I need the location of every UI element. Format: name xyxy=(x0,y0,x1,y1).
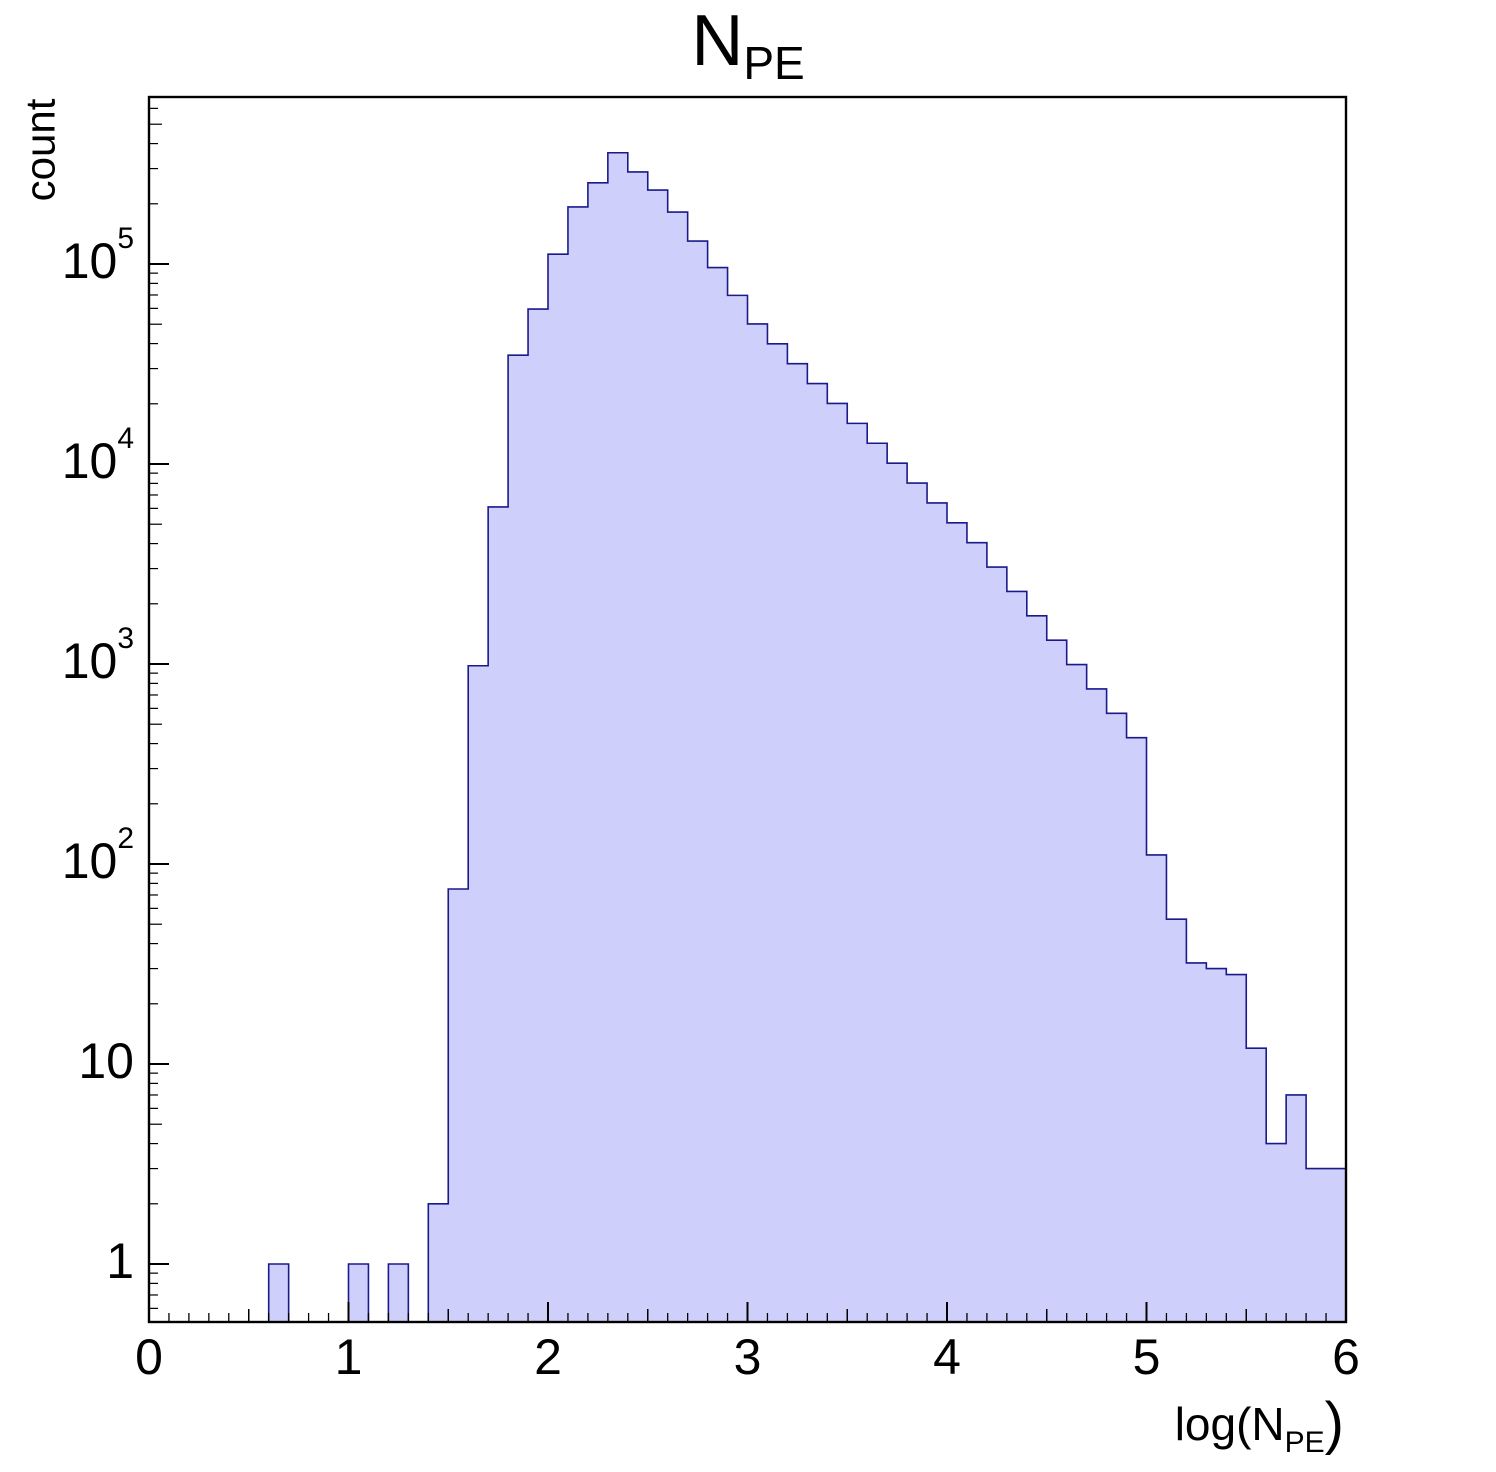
svg-text:6: 6 xyxy=(1332,1329,1360,1385)
svg-text:4: 4 xyxy=(933,1329,961,1385)
svg-text:1: 1 xyxy=(335,1329,363,1385)
svg-text:104: 104 xyxy=(62,422,134,489)
svg-text:0: 0 xyxy=(135,1329,163,1385)
svg-text:10: 10 xyxy=(78,1033,134,1089)
svg-text:3: 3 xyxy=(734,1329,762,1385)
svg-text:105: 105 xyxy=(62,222,134,289)
svg-text:103: 103 xyxy=(62,622,134,689)
svg-text:1: 1 xyxy=(106,1233,134,1289)
svg-text:102: 102 xyxy=(62,822,134,889)
svg-text:5: 5 xyxy=(1133,1329,1161,1385)
svg-text:log(NPE): log(NPE) xyxy=(1175,1391,1344,1459)
svg-text:2: 2 xyxy=(534,1329,562,1385)
